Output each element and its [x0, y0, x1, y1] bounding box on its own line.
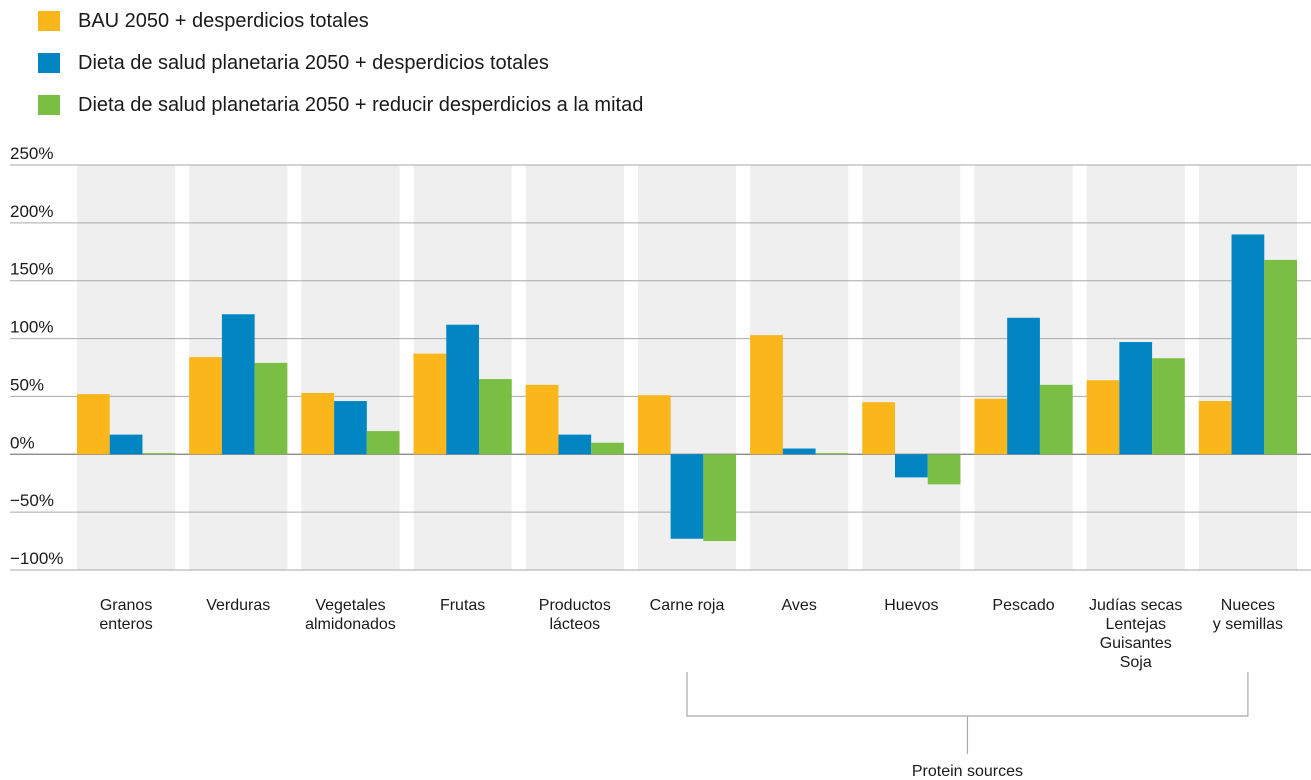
y-tick-label-5: 0%: [10, 433, 35, 452]
y-tick-label-7: −100%: [10, 549, 63, 568]
bar-s1-c7: [895, 454, 928, 478]
bar-s2-c9: [1152, 358, 1185, 455]
bar-s1-c1: [221, 314, 255, 455]
legend-item-planetary-total: Dieta de salud planetaria 2050 + desperd…: [38, 48, 643, 78]
category-label-4: Productos lácteos: [539, 597, 611, 633]
bar-s0-c0: [77, 394, 110, 455]
category-label-7: Huevos: [884, 597, 938, 614]
category-band-7: [862, 165, 961, 570]
bar-s2-c2: [366, 431, 400, 455]
bar-s2-c0: [142, 453, 176, 455]
legend-item-planetary-half: Dieta de salud planetaria 2050 + reducir…: [38, 90, 643, 120]
category-band-0: [77, 165, 176, 570]
bar-s2-c1: [254, 362, 288, 455]
legend-swatch-bau: [38, 11, 60, 31]
bar-s2-c3: [479, 379, 512, 455]
bar-s0-c8: [974, 398, 1008, 455]
legend-swatch-planetary-total: [38, 53, 60, 73]
y-tick-label-4: 50%: [10, 375, 44, 394]
bar-s2-c8: [1039, 384, 1073, 455]
y-tick-label-1: 200%: [10, 202, 53, 221]
bar-s2-c5: [703, 454, 737, 542]
category-label-1: Verduras: [206, 597, 270, 614]
category-label-0: Granos enteros: [99, 597, 152, 633]
category-label-9: Judías secas Lentejas Guisantes Soja: [1089, 597, 1182, 671]
legend-label-planetary-half: Dieta de salud planetaria 2050 + reducir…: [78, 93, 644, 116]
bar-s0-c6: [750, 335, 783, 455]
bar-s2-c4: [591, 442, 624, 455]
bar-s1-c2: [334, 401, 367, 455]
bar-s0-c10: [1198, 401, 1232, 455]
category-label-8: Pescado: [992, 597, 1054, 614]
bar-s0-c3: [413, 353, 447, 455]
category-label-6: Aves: [782, 597, 817, 614]
annotation-label-0: Protein sources: [912, 763, 1023, 780]
y-tick-label-3: 100%: [10, 318, 53, 337]
legend-swatch-planetary-half: [38, 95, 60, 115]
bar-s2-c10: [1264, 259, 1297, 455]
category-label-10: Nueces y semillas: [1213, 597, 1283, 633]
bar-s0-c5: [637, 395, 671, 455]
category-label-3: Frutas: [440, 597, 485, 614]
bar-s2-c7: [927, 454, 961, 485]
bar-s2-c6: [815, 453, 849, 455]
bar-s1-c5: [670, 454, 704, 539]
bar-s0-c9: [1086, 380, 1120, 455]
bar-s1-c10: [1231, 234, 1265, 455]
bar-s0-c4: [525, 384, 559, 455]
bar-s1-c0: [109, 434, 143, 455]
bar-s0-c7: [862, 402, 895, 455]
bar-s1-c4: [558, 434, 592, 455]
category-band-2: [301, 165, 400, 570]
bar-s1-c3: [446, 324, 479, 455]
annotation-bracket-0: [686, 672, 1249, 717]
legend: BAU 2050 + desperdicios totales Dieta de…: [38, 6, 643, 132]
y-tick-label-0: 250%: [10, 144, 53, 163]
bar-s1-c9: [1119, 342, 1153, 455]
y-tick-label-2: 150%: [10, 260, 53, 279]
bar-s0-c2: [301, 392, 335, 455]
category-band-4: [525, 165, 624, 570]
y-tick-label-6: −50%: [10, 491, 54, 510]
bar-s0-c1: [189, 357, 222, 455]
bar-s1-c8: [1007, 317, 1040, 455]
bar-s1-c6: [782, 448, 816, 455]
legend-item-bau: BAU 2050 + desperdicios totales: [38, 6, 643, 36]
category-label-2: Vegetales almidonados: [305, 597, 396, 633]
legend-label-planetary-total: Dieta de salud planetaria 2050 + desperd…: [78, 51, 549, 74]
legend-label-bau: BAU 2050 + desperdicios totales: [78, 9, 369, 32]
category-label-5: Carne roja: [650, 597, 725, 614]
